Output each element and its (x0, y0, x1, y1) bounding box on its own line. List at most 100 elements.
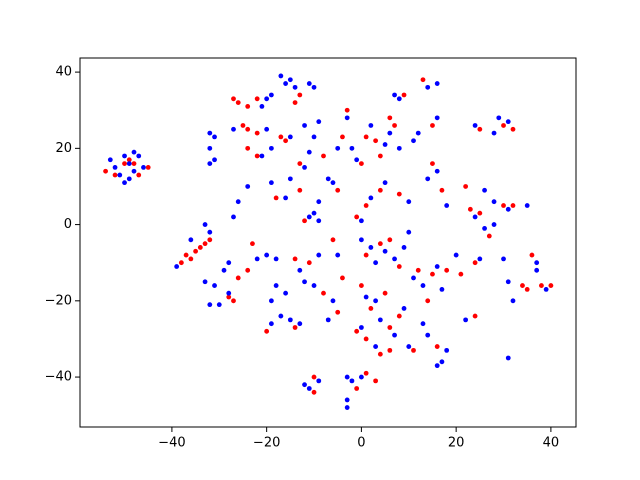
point (434, 168, 440, 174)
point (335, 252, 341, 258)
point (472, 260, 478, 266)
point (387, 130, 393, 136)
point (373, 344, 379, 349)
point (344, 405, 350, 410)
point (268, 145, 274, 151)
point (302, 279, 307, 285)
point (463, 317, 469, 323)
point (439, 187, 445, 193)
y-tick-label: 40 (55, 65, 72, 80)
point (548, 283, 554, 288)
point (368, 245, 374, 250)
point (207, 237, 213, 243)
point (302, 218, 307, 224)
point (340, 275, 345, 281)
point (207, 302, 213, 308)
point (373, 138, 379, 144)
point (534, 260, 540, 266)
point (472, 214, 478, 220)
point (122, 161, 127, 166)
axes-frame (79, 57, 577, 428)
point (316, 218, 322, 224)
point (235, 199, 241, 205)
point (529, 252, 535, 258)
point (368, 123, 374, 128)
point (235, 100, 241, 106)
point (231, 126, 236, 132)
point (358, 283, 364, 288)
point (278, 313, 284, 319)
point (292, 325, 298, 330)
point (491, 222, 497, 227)
point (387, 115, 393, 121)
point (254, 96, 260, 102)
x-tick-label: −40 (158, 436, 185, 451)
point (382, 180, 388, 186)
point (268, 298, 274, 304)
point (354, 386, 360, 391)
point (482, 187, 487, 193)
point (216, 302, 222, 308)
point (268, 92, 274, 98)
point (358, 161, 364, 166)
point (245, 104, 251, 109)
point (316, 378, 322, 384)
point (434, 115, 440, 121)
point (264, 126, 270, 132)
point (122, 153, 127, 159)
point (444, 347, 450, 353)
point (496, 115, 502, 121)
point (472, 313, 478, 319)
point (193, 248, 198, 254)
point (387, 325, 393, 330)
point (401, 245, 407, 250)
point (411, 347, 416, 353)
point (396, 145, 402, 151)
point (145, 165, 151, 170)
point (505, 119, 511, 125)
point (458, 271, 464, 277)
point (330, 298, 336, 304)
y-tick-label: 20 (55, 141, 72, 156)
point (392, 92, 397, 98)
point (377, 153, 383, 159)
point (373, 378, 379, 384)
point (297, 321, 303, 327)
point (283, 195, 289, 201)
point (368, 195, 374, 201)
point (477, 210, 483, 216)
point (425, 176, 431, 182)
point (178, 260, 184, 266)
point (231, 96, 236, 102)
point (287, 176, 293, 182)
point (207, 229, 213, 235)
point (430, 271, 435, 277)
point (306, 386, 312, 391)
point (330, 237, 336, 243)
point (321, 153, 326, 159)
point (430, 161, 435, 166)
point (311, 134, 317, 140)
x-tick-label: −20 (253, 436, 280, 451)
point (268, 321, 274, 327)
point (254, 130, 260, 136)
point (406, 229, 412, 235)
point (325, 176, 331, 182)
point (434, 363, 440, 369)
point (221, 267, 227, 273)
point (344, 374, 350, 380)
point (287, 134, 293, 140)
point (235, 275, 241, 281)
point (358, 237, 364, 243)
point (212, 134, 217, 140)
point (126, 157, 132, 163)
point (363, 370, 369, 376)
point (401, 306, 407, 311)
point (510, 126, 516, 132)
point (207, 145, 213, 151)
point (510, 203, 516, 208)
point (387, 347, 393, 353)
point (363, 134, 369, 140)
point (264, 96, 270, 102)
point (411, 275, 416, 281)
